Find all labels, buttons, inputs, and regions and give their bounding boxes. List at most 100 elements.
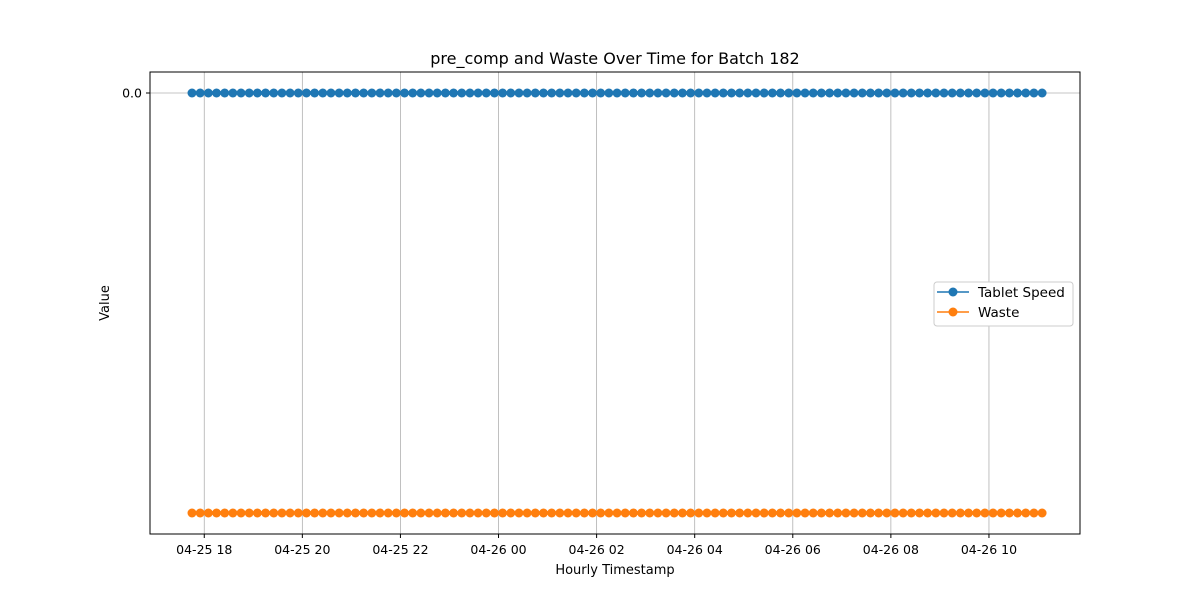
data-point-tablet-speed xyxy=(776,88,786,98)
data-point-waste xyxy=(203,508,213,518)
data-point-waste xyxy=(874,508,884,518)
x-tick-label: 04-26 00 xyxy=(470,542,526,557)
data-point-tablet-speed xyxy=(874,88,884,98)
data-point-tablet-speed xyxy=(547,88,557,98)
data-point-tablet-speed xyxy=(964,88,974,98)
data-point-waste xyxy=(416,508,426,518)
data-point-tablet-speed xyxy=(939,88,949,98)
data-point-waste xyxy=(743,508,753,518)
data-point-waste xyxy=(285,508,295,518)
data-point-tablet-speed xyxy=(661,88,671,98)
data-point-tablet-speed xyxy=(816,88,826,98)
data-point-waste xyxy=(669,508,679,518)
data-point-waste xyxy=(187,508,197,518)
data-point-tablet-speed xyxy=(931,88,941,98)
data-point-tablet-speed xyxy=(751,88,761,98)
data-point-waste xyxy=(522,508,532,518)
data-point-waste xyxy=(661,508,671,518)
data-point-waste xyxy=(923,508,933,518)
data-point-waste xyxy=(465,508,475,518)
data-point-waste xyxy=(375,508,385,518)
data-point-tablet-speed xyxy=(350,88,360,98)
data-point-tablet-speed xyxy=(857,88,867,98)
data-point-tablet-speed xyxy=(718,88,728,98)
data-point-tablet-speed xyxy=(996,88,1006,98)
data-point-tablet-speed xyxy=(833,88,843,98)
data-point-waste xyxy=(220,508,230,518)
data-point-waste xyxy=(914,508,924,518)
data-point-tablet-speed xyxy=(825,88,835,98)
data-point-tablet-speed xyxy=(677,88,687,98)
data-point-tablet-speed xyxy=(628,88,638,98)
data-point-waste xyxy=(980,508,990,518)
data-point-waste xyxy=(677,508,687,518)
data-point-tablet-speed xyxy=(473,88,483,98)
data-point-waste xyxy=(637,508,647,518)
data-point-waste xyxy=(293,508,303,518)
data-point-tablet-speed xyxy=(653,88,663,98)
data-point-waste xyxy=(334,508,344,518)
data-point-waste xyxy=(776,508,786,518)
legend: Tablet Speed Waste xyxy=(933,281,1074,327)
data-point-tablet-speed xyxy=(326,88,336,98)
data-point-waste xyxy=(530,508,540,518)
data-point-tablet-speed xyxy=(538,88,548,98)
data-point-waste xyxy=(408,508,418,518)
data-point-tablet-speed xyxy=(988,88,998,98)
data-point-waste xyxy=(432,508,442,518)
data-point-waste xyxy=(841,508,851,518)
data-point-waste xyxy=(424,508,434,518)
data-point-waste xyxy=(1037,508,1047,518)
chart-title: pre_comp and Waste Over Time for Batch 1… xyxy=(430,49,799,69)
data-point-tablet-speed xyxy=(203,88,213,98)
data-point-tablet-speed xyxy=(555,88,565,98)
x-tick-label: 04-26 10 xyxy=(961,542,1017,557)
x-axis-label: Hourly Timestamp xyxy=(555,563,674,578)
data-point-tablet-speed xyxy=(645,88,655,98)
data-point-waste xyxy=(694,508,704,518)
data-point-tablet-speed xyxy=(1037,88,1047,98)
data-point-waste xyxy=(588,508,598,518)
x-tick-label: 04-25 18 xyxy=(176,542,232,557)
data-point-waste xyxy=(367,508,377,518)
data-point-waste xyxy=(555,508,565,518)
data-point-waste xyxy=(457,508,467,518)
data-point-waste xyxy=(506,508,516,518)
x-tick-label: 04-26 04 xyxy=(667,542,723,557)
data-point-waste xyxy=(604,508,614,518)
data-point-waste xyxy=(784,508,794,518)
data-point-tablet-speed xyxy=(228,88,238,98)
data-point-tablet-speed xyxy=(579,88,589,98)
data-point-tablet-speed xyxy=(301,88,311,98)
data-point-tablet-speed xyxy=(759,88,769,98)
data-point-waste xyxy=(489,508,499,518)
data-point-waste xyxy=(710,508,720,518)
data-point-tablet-speed xyxy=(1013,88,1023,98)
data-point-tablet-speed xyxy=(735,88,745,98)
data-point-waste xyxy=(498,508,508,518)
data-point-waste xyxy=(244,508,254,518)
x-tick-label: 04-26 02 xyxy=(569,542,625,557)
x-tick-label: 04-26 08 xyxy=(863,542,919,557)
data-point-waste xyxy=(865,508,875,518)
data-point-waste xyxy=(318,508,328,518)
data-point-waste xyxy=(481,508,491,518)
data-point-waste xyxy=(890,508,900,518)
data-point-tablet-speed xyxy=(923,88,933,98)
data-point-waste xyxy=(473,508,483,518)
data-point-waste xyxy=(759,508,769,518)
data-point-waste xyxy=(1004,508,1014,518)
data-point-tablet-speed xyxy=(514,88,524,98)
data-point-waste xyxy=(350,508,360,518)
data-point-tablet-speed xyxy=(890,88,900,98)
x-tick-label: 04-25 22 xyxy=(372,542,428,557)
data-point-tablet-speed xyxy=(637,88,647,98)
data-point-tablet-speed xyxy=(359,88,369,98)
data-point-tablet-speed xyxy=(743,88,753,98)
data-point-waste xyxy=(252,508,262,518)
data-point-tablet-speed xyxy=(702,88,712,98)
data-point-waste xyxy=(686,508,696,518)
data-point-tablet-speed xyxy=(212,88,222,98)
data-point-tablet-speed xyxy=(980,88,990,98)
